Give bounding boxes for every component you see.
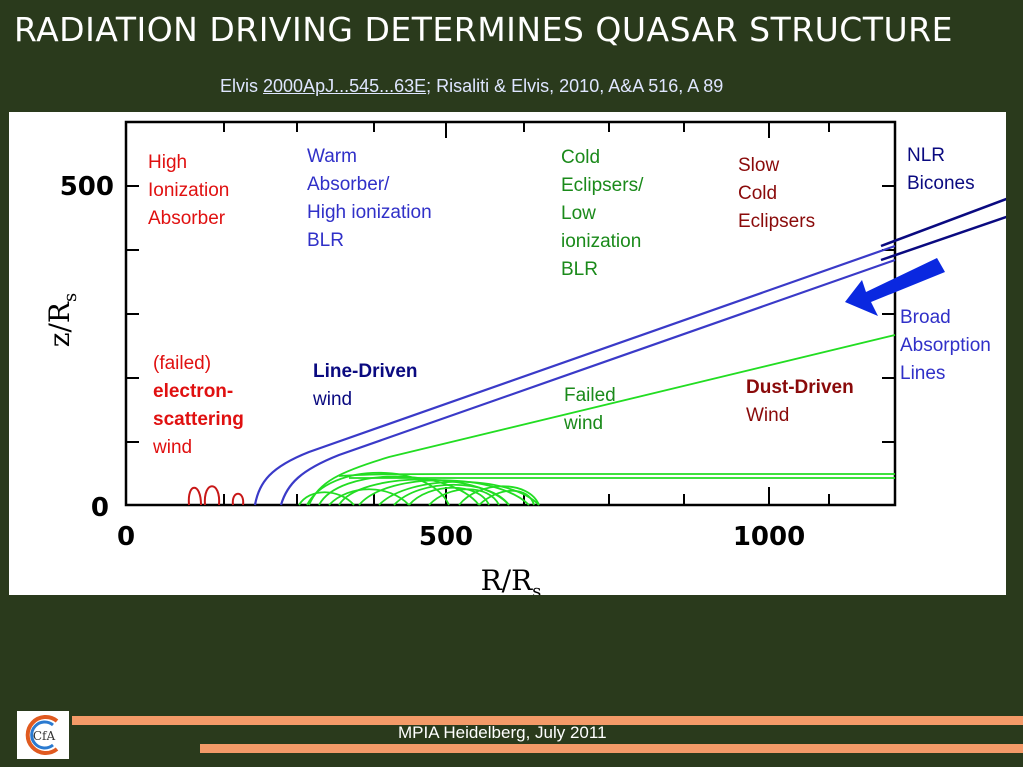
label-failed-wind: Failed wind (564, 385, 616, 434)
slide-title: Radiation driving determines quasar stru… (14, 10, 953, 49)
citation: Elvis 2000ApJ...545...63E; Risaliti & El… (220, 76, 723, 97)
x-axis-title: R/Rs (481, 564, 542, 595)
label-failed-electron-scattering: (failed) electron- scattering wind (153, 353, 244, 458)
citation-link[interactable]: 2000ApJ...545...63E (263, 76, 427, 96)
bal-arrow-icon (845, 258, 945, 316)
label-high-ionization-absorber: High Ionization Absorber (148, 152, 230, 229)
label-broad-absorption-lines: Broad Absorption Lines (900, 307, 991, 384)
cfa-logo: CfA (17, 711, 69, 759)
electron-scattering-loops (187, 485, 245, 506)
failed-wind-loops (298, 334, 896, 506)
y-ticks (126, 122, 895, 505)
citation-prefix: Elvis (220, 76, 264, 96)
y-axis-title: z/Rs (43, 293, 81, 348)
line-driven-streamlines (253, 244, 896, 506)
footer-bar-bottom (200, 744, 1023, 753)
label-cold-eclipsers: Cold Eclipsers/ Low ionization BLR (561, 147, 644, 280)
x-tick-label: 1000 (733, 522, 805, 552)
nlr-bicone-lines (880, 197, 1006, 262)
wind-structure-figure: 500 0 0 500 1000 z/Rs R/Rs (9, 112, 1006, 595)
label-dust-driven-wind: Dust-Driven Wind (746, 377, 854, 426)
svg-text:z/Rs: z/Rs (43, 293, 81, 348)
label-warm-absorber: Warm Absorber/ High ionization BLR (307, 146, 432, 251)
x-tick-label: 0 (117, 522, 135, 552)
svg-text:CfA: CfA (33, 729, 56, 743)
wind-plot: 500 0 0 500 1000 z/Rs R/Rs (43, 120, 1006, 595)
label-line-driven-wind: Line-Driven wind (313, 361, 418, 410)
y-tick-label: 500 (60, 172, 114, 202)
y-tick-label: 0 (91, 493, 109, 523)
citation-suffix: ; Risaliti & Elvis, 2010, A&A 516, A 89 (426, 76, 724, 96)
x-tick-label: 500 (419, 522, 473, 552)
footer-bar-top (72, 716, 1023, 725)
footer-text: MPIA Heidelberg, July 2011 (398, 723, 607, 742)
label-nlr-bicones: NLR Bicones (907, 145, 975, 194)
label-slow-cold-eclipsers: Slow Cold Eclipsers (738, 155, 816, 232)
